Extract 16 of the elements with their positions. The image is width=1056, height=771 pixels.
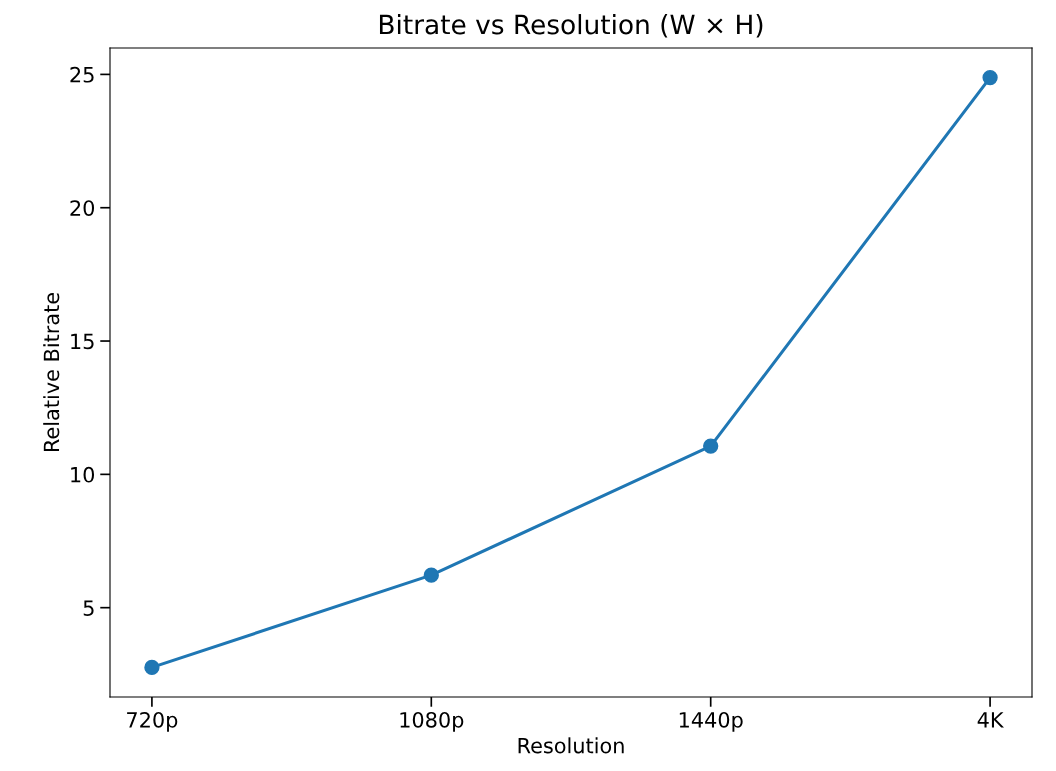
x-axis-title: Resolution [518, 737, 624, 754]
point [423, 567, 439, 583]
x-tick-label: 720p [127, 711, 178, 732]
y-tick-label: 15 [71, 333, 94, 350]
x-tick-label: 1080p [400, 711, 464, 732]
y-tick-label: 10 [71, 466, 95, 483]
x-tick-label: 4K [977, 712, 1004, 728]
point [703, 438, 719, 454]
point [144, 659, 160, 676]
x-tick-label: 1440p [679, 711, 743, 732]
chart-title: Bitrate vs Resolution (W × H) [379, 14, 763, 38]
y-tick-label: 5 [83, 600, 94, 616]
y-tick-label: 20 [70, 200, 95, 216]
y-axis-title: Relative Bitrate [43, 293, 60, 452]
y-tick-label: 25 [70, 66, 94, 83]
point [982, 69, 998, 86]
